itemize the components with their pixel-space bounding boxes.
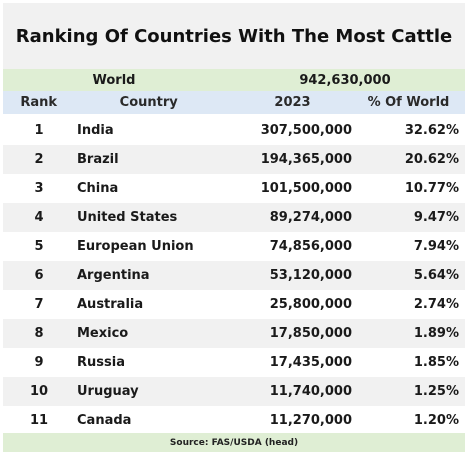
- world-total-row: World 942,630,000: [3, 69, 465, 91]
- table-row: 3 China 101,500,000 10.77%: [3, 174, 465, 203]
- rank-cell: 1: [34, 123, 44, 138]
- cattle-count-cell: 25,800,000: [269, 297, 352, 312]
- pct-of-world-cell: 1.20%: [413, 413, 459, 428]
- cattle-count-cell: 74,856,000: [269, 239, 352, 254]
- country-cell: India: [77, 123, 114, 138]
- country-cell: European Union: [77, 239, 194, 254]
- world-label: World: [92, 72, 136, 88]
- cattle-count-cell: 11,740,000: [269, 384, 352, 399]
- country-cell: Brazil: [77, 152, 119, 167]
- pct-of-world-cell: 32.62%: [404, 123, 459, 138]
- pct-of-world-cell: 2.74%: [413, 297, 459, 312]
- rank-cell: 6: [34, 268, 44, 283]
- country-cell: Mexico: [77, 326, 129, 341]
- table-row: 11 Canada 11,270,000 1.20%: [3, 406, 465, 435]
- pct-of-world-cell: 5.64%: [413, 268, 459, 283]
- cattle-count-cell: 17,435,000: [269, 355, 352, 370]
- rank-cell: 8: [34, 326, 44, 341]
- rank-cell: 9: [34, 355, 44, 370]
- table-body: 1 India 307,500,000 32.62% 2 Brazil 194,…: [3, 116, 465, 435]
- cattle-count-cell: 307,500,000: [260, 123, 352, 138]
- rank-cell: 4: [34, 210, 44, 225]
- table-row: 9 Russia 17,435,000 1.85%: [3, 348, 465, 377]
- cattle-count-cell: 194,365,000: [260, 152, 352, 167]
- country-cell: Uruguay: [77, 384, 139, 399]
- rank-cell: 2: [34, 152, 44, 167]
- column-header-row: Rank Country 2023 % Of World: [3, 91, 465, 114]
- rank-cell: 11: [29, 413, 49, 428]
- cattle-count-cell: 101,500,000: [260, 181, 352, 196]
- table-title: Ranking Of Countries With The Most Cattl…: [3, 3, 465, 69]
- country-cell: United States: [77, 210, 178, 225]
- table-row: 4 United States 89,274,000 9.47%: [3, 203, 465, 232]
- pct-of-world-cell: 1.89%: [413, 326, 459, 341]
- pct-of-world-cell: 9.47%: [413, 210, 459, 225]
- table-row: 1 India 307,500,000 32.62%: [3, 116, 465, 145]
- rank-cell: 5: [34, 239, 44, 254]
- rank-cell: 7: [34, 297, 44, 312]
- world-value: 942,630,000: [299, 72, 391, 88]
- table-row: 2 Brazil 194,365,000 20.62%: [3, 145, 465, 174]
- cattle-count-cell: 89,274,000: [269, 210, 352, 225]
- rank-cell: 10: [29, 384, 49, 399]
- table-row: 7 Australia 25,800,000 2.74%: [3, 290, 465, 319]
- cattle-count-cell: 17,850,000: [269, 326, 352, 341]
- cattle-count-cell: 53,120,000: [269, 268, 352, 283]
- pct-of-world-cell: 1.85%: [413, 355, 459, 370]
- header-year: 2023: [274, 95, 311, 110]
- pct-of-world-cell: 7.94%: [413, 239, 459, 254]
- cattle-count-cell: 11,270,000: [269, 413, 352, 428]
- pct-of-world-cell: 10.77%: [404, 181, 459, 196]
- table-row: 5 European Union 74,856,000 7.94%: [3, 232, 465, 261]
- header-country: Country: [119, 95, 178, 110]
- country-cell: Russia: [77, 355, 125, 370]
- table-row: 10 Uruguay 11,740,000 1.25%: [3, 377, 465, 406]
- header-rank: Rank: [20, 95, 58, 110]
- country-cell: China: [77, 181, 119, 196]
- table-row: 6 Argentina 53,120,000 5.64%: [3, 261, 465, 290]
- table-row: 8 Mexico 17,850,000 1.89%: [3, 319, 465, 348]
- header-pct-of-world: % Of World: [367, 95, 450, 110]
- country-cell: Argentina: [77, 268, 150, 283]
- country-cell: Australia: [77, 297, 144, 312]
- pct-of-world-cell: 20.62%: [404, 152, 459, 167]
- country-cell: Canada: [77, 413, 132, 428]
- cattle-ranking-table: Ranking Of Countries With The Most Cattl…: [3, 3, 465, 455]
- pct-of-world-cell: 1.25%: [413, 384, 459, 399]
- rank-cell: 3: [34, 181, 44, 196]
- source-note: Source: FAS/USDA (head): [3, 433, 465, 452]
